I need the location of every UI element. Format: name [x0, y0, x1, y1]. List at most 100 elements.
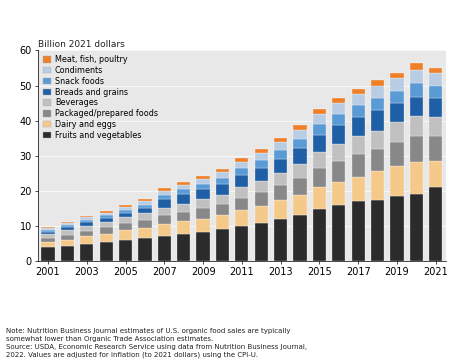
Bar [235, 187, 248, 198]
Bar [410, 70, 423, 83]
Bar [61, 225, 74, 227]
Bar [332, 205, 346, 261]
Bar [391, 122, 404, 141]
Bar [158, 215, 171, 224]
Bar [255, 168, 268, 181]
Bar [293, 215, 306, 261]
Text: U.S. organic food retail sales by category, 2001–21: U.S. organic food retail sales by catego… [8, 17, 326, 27]
Bar [158, 199, 171, 208]
Bar [391, 103, 404, 122]
Bar [293, 125, 306, 130]
Bar [391, 166, 404, 196]
Bar [332, 144, 346, 161]
Bar [80, 216, 93, 217]
Bar [410, 194, 423, 261]
Bar [391, 196, 404, 261]
Bar [274, 199, 287, 219]
Bar [138, 238, 152, 261]
Bar [99, 215, 112, 218]
Bar [197, 199, 210, 208]
Bar [61, 246, 74, 261]
Bar [41, 227, 54, 228]
Bar [274, 158, 287, 172]
Bar [410, 63, 423, 70]
Bar [351, 89, 365, 94]
Bar [371, 98, 384, 110]
Bar [61, 230, 74, 235]
Bar [197, 232, 210, 261]
Bar [138, 220, 152, 228]
Bar [80, 226, 93, 231]
Bar [371, 85, 384, 98]
Bar [293, 139, 306, 148]
Bar [351, 201, 365, 261]
Bar [391, 78, 404, 91]
Bar [371, 149, 384, 171]
Bar [216, 184, 229, 195]
Bar [371, 171, 384, 199]
Bar [313, 209, 326, 261]
Bar [177, 221, 190, 234]
Bar [119, 217, 132, 224]
Bar [197, 219, 210, 232]
Bar [255, 149, 268, 153]
Bar [197, 208, 210, 219]
Bar [351, 94, 365, 105]
Bar [235, 175, 248, 187]
Legend: Meat, fish, poultry, Condiments, Snack foods, Breads and grains, Beverages, Pack: Meat, fish, poultry, Condiments, Snack f… [41, 54, 159, 141]
Bar [293, 178, 306, 195]
Bar [313, 114, 326, 124]
Bar [177, 189, 190, 194]
Bar [410, 83, 423, 97]
Bar [119, 210, 132, 213]
Bar [332, 161, 346, 182]
Bar [158, 191, 171, 195]
Bar [197, 189, 210, 199]
Bar [351, 117, 365, 136]
Bar [371, 199, 384, 261]
Bar [80, 231, 93, 237]
Bar [216, 215, 229, 229]
Bar [371, 110, 384, 131]
Bar [274, 138, 287, 142]
Bar [177, 194, 190, 204]
Bar [99, 218, 112, 222]
Bar [119, 205, 132, 207]
Bar [80, 220, 93, 222]
Bar [197, 179, 210, 184]
Bar [41, 231, 54, 234]
Bar [138, 205, 152, 208]
Bar [410, 116, 423, 136]
Bar [429, 85, 442, 98]
Bar [216, 172, 229, 178]
Bar [332, 114, 346, 125]
Bar [99, 212, 112, 215]
Bar [255, 192, 268, 206]
Bar [332, 182, 346, 205]
Bar [371, 80, 384, 85]
Bar [255, 223, 268, 261]
Bar [138, 208, 152, 213]
Bar [119, 207, 132, 210]
Bar [216, 204, 229, 215]
Bar [410, 136, 423, 162]
Bar [332, 103, 346, 113]
Bar [80, 244, 93, 261]
Bar [99, 234, 112, 242]
Bar [119, 230, 132, 240]
Bar [80, 217, 93, 220]
Bar [255, 206, 268, 223]
Bar [410, 97, 423, 116]
Bar [391, 73, 404, 78]
Bar [177, 212, 190, 221]
Bar [293, 148, 306, 164]
Bar [313, 135, 326, 152]
Bar [391, 141, 404, 166]
Text: Note: Nutrition Business Journal estimates of U.S. organic food sales are typica: Note: Nutrition Business Journal estimat… [6, 328, 307, 358]
Bar [216, 178, 229, 184]
Bar [177, 234, 190, 261]
Bar [235, 226, 248, 261]
Bar [138, 213, 152, 220]
Bar [391, 91, 404, 103]
Bar [197, 176, 210, 179]
